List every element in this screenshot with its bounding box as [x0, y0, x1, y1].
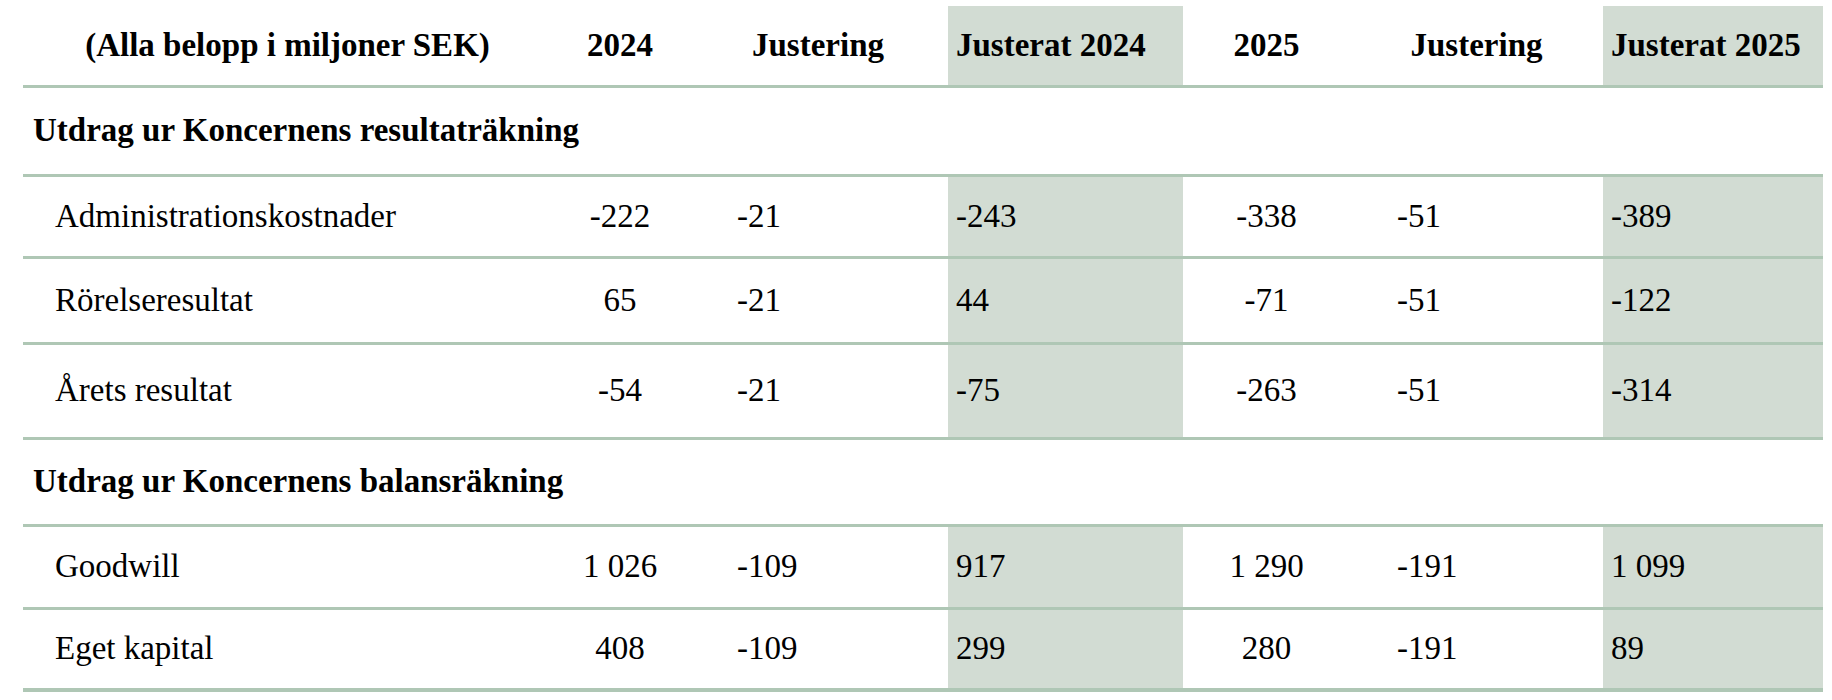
value-cell: -51 [1350, 343, 1603, 438]
row-label: Administrationskostnader [23, 175, 552, 257]
value-cell: 1 099 [1603, 525, 1823, 608]
unit-note: (Alla belopp i miljoner SEK) [23, 6, 552, 86]
column-header-justering-2: Justering [1350, 6, 1603, 86]
value-cell: -122 [1603, 257, 1823, 343]
table-row-administrationskostnader: Administrationskostnader -222 -21 -243 -… [23, 175, 1823, 257]
value-cell: -71 [1183, 257, 1350, 343]
value-cell: -21 [688, 175, 948, 257]
column-header-justering-1: Justering [688, 6, 948, 86]
value-cell: 89 [1603, 608, 1823, 690]
section-title-resultatrakning: Utdrag ur Koncernens resultaträkning [23, 86, 1823, 175]
value-cell: 1 290 [1183, 525, 1350, 608]
section-title-row: Utdrag ur Koncernens balansräkning [23, 438, 1823, 525]
row-label: Rörelseresultat [23, 257, 552, 343]
table-row-eget-kapital: Eget kapital 408 -109 299 280 -191 89 [23, 608, 1823, 690]
row-label: Goodwill [23, 525, 552, 608]
value-cell: -54 [552, 343, 688, 438]
value-cell: -109 [688, 525, 948, 608]
row-label: Eget kapital [23, 608, 552, 690]
value-cell: -21 [688, 257, 948, 343]
adjusted-financials-table: (Alla belopp i miljoner SEK) 2024 Juster… [23, 6, 1823, 692]
value-cell: -389 [1603, 175, 1823, 257]
value-cell: -75 [948, 343, 1183, 438]
value-cell: -109 [688, 608, 948, 690]
header-row: (Alla belopp i miljoner SEK) 2024 Juster… [23, 6, 1823, 86]
value-cell: -243 [948, 175, 1183, 257]
row-label: Årets resultat [23, 343, 552, 438]
value-cell: 44 [948, 257, 1183, 343]
column-header-justerat-2024: Justerat 2024 [948, 6, 1183, 86]
value-cell: 408 [552, 608, 688, 690]
column-header-justerat-2025: Justerat 2025 [1603, 6, 1823, 86]
value-cell: -191 [1350, 525, 1603, 608]
section-title-balansrakning: Utdrag ur Koncernens balansräkning [23, 438, 1823, 525]
table-row-rorelseresultat: Rörelseresultat 65 -21 44 -71 -51 -122 [23, 257, 1823, 343]
value-cell: 280 [1183, 608, 1350, 690]
value-cell: -222 [552, 175, 688, 257]
value-cell: -51 [1350, 175, 1603, 257]
table-row-arets-resultat: Årets resultat -54 -21 -75 -263 -51 -314 [23, 343, 1823, 438]
document-page: (Alla belopp i miljoner SEK) 2024 Juster… [0, 0, 1832, 692]
value-cell: 917 [948, 525, 1183, 608]
value-cell: -51 [1350, 257, 1603, 343]
column-header-2024: 2024 [552, 6, 688, 86]
section-title-row: Utdrag ur Koncernens resultaträkning [23, 86, 1823, 175]
value-cell: -263 [1183, 343, 1350, 438]
value-cell: -191 [1350, 608, 1603, 690]
column-header-2025: 2025 [1183, 6, 1350, 86]
value-cell: 65 [552, 257, 688, 343]
value-cell: -21 [688, 343, 948, 438]
value-cell: -314 [1603, 343, 1823, 438]
value-cell: -338 [1183, 175, 1350, 257]
table-row-goodwill: Goodwill 1 026 -109 917 1 290 -191 1 099 [23, 525, 1823, 608]
value-cell: 299 [948, 608, 1183, 690]
value-cell: 1 026 [552, 525, 688, 608]
